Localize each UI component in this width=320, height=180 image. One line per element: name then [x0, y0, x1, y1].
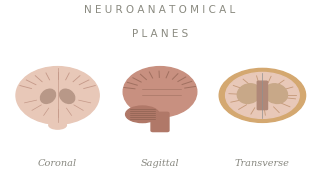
Ellipse shape — [123, 67, 197, 117]
FancyBboxPatch shape — [151, 112, 169, 132]
Ellipse shape — [60, 89, 75, 103]
Text: Sagittal: Sagittal — [141, 159, 179, 168]
Ellipse shape — [126, 106, 159, 123]
Text: Coronal: Coronal — [38, 159, 77, 168]
Ellipse shape — [226, 73, 299, 118]
Ellipse shape — [219, 68, 306, 122]
Ellipse shape — [16, 67, 99, 124]
Text: P L A N E S: P L A N E S — [132, 29, 188, 39]
FancyBboxPatch shape — [257, 81, 268, 110]
Ellipse shape — [264, 84, 287, 103]
Ellipse shape — [40, 89, 56, 103]
Ellipse shape — [237, 84, 260, 103]
Text: Transverse: Transverse — [235, 159, 290, 168]
Text: N E U R O A N A T O M I C A L: N E U R O A N A T O M I C A L — [84, 5, 236, 15]
Ellipse shape — [49, 121, 67, 129]
